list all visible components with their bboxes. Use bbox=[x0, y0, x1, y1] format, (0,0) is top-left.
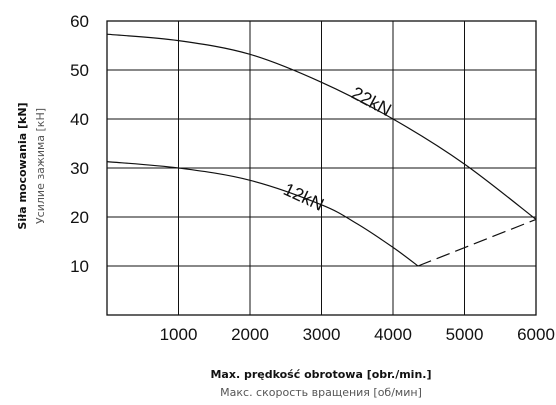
x-tick-label: 2000 bbox=[231, 325, 269, 344]
y-axis-ticks: 10 20 30 40 50 60 bbox=[70, 12, 89, 276]
curve-annotations: 22kN 12kN bbox=[280, 83, 394, 215]
y-axis-label-secondary: Усилие зажима [кН] bbox=[34, 108, 47, 224]
x-tick-label: 3000 bbox=[303, 325, 341, 344]
chart-series bbox=[106, 33, 537, 267]
y-tick-label: 40 bbox=[70, 110, 89, 129]
x-axis-label-secondary: Макс. скорость вращения [об/мин] bbox=[220, 386, 422, 399]
y-tick-label: 60 bbox=[70, 12, 89, 31]
series-line-dashed-2 bbox=[417, 218, 537, 267]
x-axis-label: Max. prędkość obrotowa [obr./min.] bbox=[210, 368, 432, 381]
curve-label-12kN: 12kN bbox=[280, 179, 327, 215]
y-tick-label: 20 bbox=[70, 208, 89, 227]
curve-label-22kN: 22kN bbox=[348, 83, 395, 120]
x-tick-label: 5000 bbox=[446, 325, 484, 344]
y-axis-label: Siła mocowania [kN] bbox=[16, 102, 29, 229]
x-tick-label: 4000 bbox=[374, 325, 412, 344]
x-axis-ticks: 1000 2000 3000 4000 5000 6000 bbox=[160, 325, 555, 344]
series-line-12kN bbox=[106, 161, 419, 267]
y-tick-label: 30 bbox=[70, 159, 89, 178]
series-line-22kN bbox=[106, 33, 537, 220]
chart-grid bbox=[106, 20, 537, 316]
x-tick-label: 6000 bbox=[517, 325, 555, 344]
y-tick-label: 50 bbox=[70, 61, 89, 80]
y-tick-label: 10 bbox=[70, 257, 89, 276]
x-tick-label: 1000 bbox=[160, 325, 198, 344]
